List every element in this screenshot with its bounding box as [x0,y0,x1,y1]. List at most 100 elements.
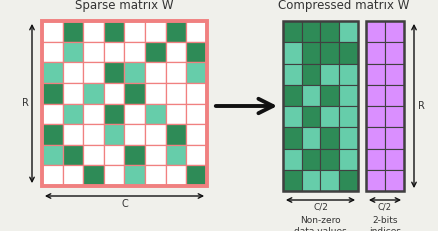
Bar [186,42,207,62]
Bar [83,21,104,42]
Text: Non-zero
data values: Non-zero data values [293,216,346,231]
Bar [145,62,166,83]
Bar [283,127,301,149]
Bar [301,106,320,127]
Bar [42,21,207,186]
Bar [320,64,339,85]
Bar [42,124,63,145]
Text: C/2: C/2 [377,203,391,212]
Text: Compressed matrix W: Compressed matrix W [277,0,408,12]
Bar [42,165,63,186]
Bar [124,103,145,124]
Bar [365,21,384,42]
Bar [166,62,186,83]
Bar [104,165,124,186]
Bar [124,62,145,83]
Text: Sparse matrix W: Sparse matrix W [75,0,173,12]
Bar [124,145,145,165]
Bar [301,42,320,64]
Bar [63,62,83,83]
Bar [186,145,207,165]
Bar [384,106,403,127]
Bar [301,64,320,85]
Bar [283,42,301,64]
Bar [63,165,83,186]
Bar [104,62,124,83]
Bar [166,124,186,145]
Bar [339,64,357,85]
Bar [145,83,166,103]
Bar [320,106,339,127]
Bar [384,170,403,191]
Bar [104,42,124,62]
Bar [283,85,301,106]
Bar [63,103,83,124]
Text: R: R [21,98,28,109]
Bar [365,149,384,170]
Bar [384,42,403,64]
Bar [63,124,83,145]
Bar [186,103,207,124]
Bar [83,62,104,83]
Bar [145,42,166,62]
Bar [42,62,63,83]
Bar [166,83,186,103]
Bar [301,127,320,149]
Bar [83,145,104,165]
Bar [42,103,63,124]
Bar [145,145,166,165]
Bar [339,149,357,170]
Bar [384,85,403,106]
Bar [339,85,357,106]
Bar [166,42,186,62]
Bar [365,127,384,149]
Bar [283,64,301,85]
Bar [83,42,104,62]
Bar [145,124,166,145]
Bar [320,149,339,170]
Bar [166,21,186,42]
Bar [63,42,83,62]
Bar [145,165,166,186]
Bar [186,21,207,42]
Text: C/2: C/2 [312,203,327,212]
Bar [283,21,301,42]
Bar [104,103,124,124]
Bar [365,64,384,85]
Bar [166,103,186,124]
Bar [339,21,357,42]
Bar [365,21,403,191]
Bar [104,145,124,165]
Bar [320,42,339,64]
Bar [42,145,63,165]
Bar [301,170,320,191]
Bar [166,145,186,165]
Bar [384,127,403,149]
Bar [283,21,357,191]
Bar [339,170,357,191]
Bar [145,21,166,42]
Bar [42,21,63,42]
Bar [104,21,124,42]
Bar [145,103,166,124]
Bar [83,165,104,186]
Bar [186,124,207,145]
Bar [104,83,124,103]
Bar [339,106,357,127]
Bar [63,83,83,103]
Text: R: R [417,101,424,111]
Bar [186,165,207,186]
Bar [320,170,339,191]
Bar [124,124,145,145]
Bar [104,124,124,145]
Bar [339,42,357,64]
Bar [320,127,339,149]
Bar [283,170,301,191]
Bar [301,85,320,106]
Bar [186,83,207,103]
Bar [42,83,63,103]
Bar [384,21,403,42]
Bar [320,21,339,42]
Bar [83,103,104,124]
Bar [384,149,403,170]
